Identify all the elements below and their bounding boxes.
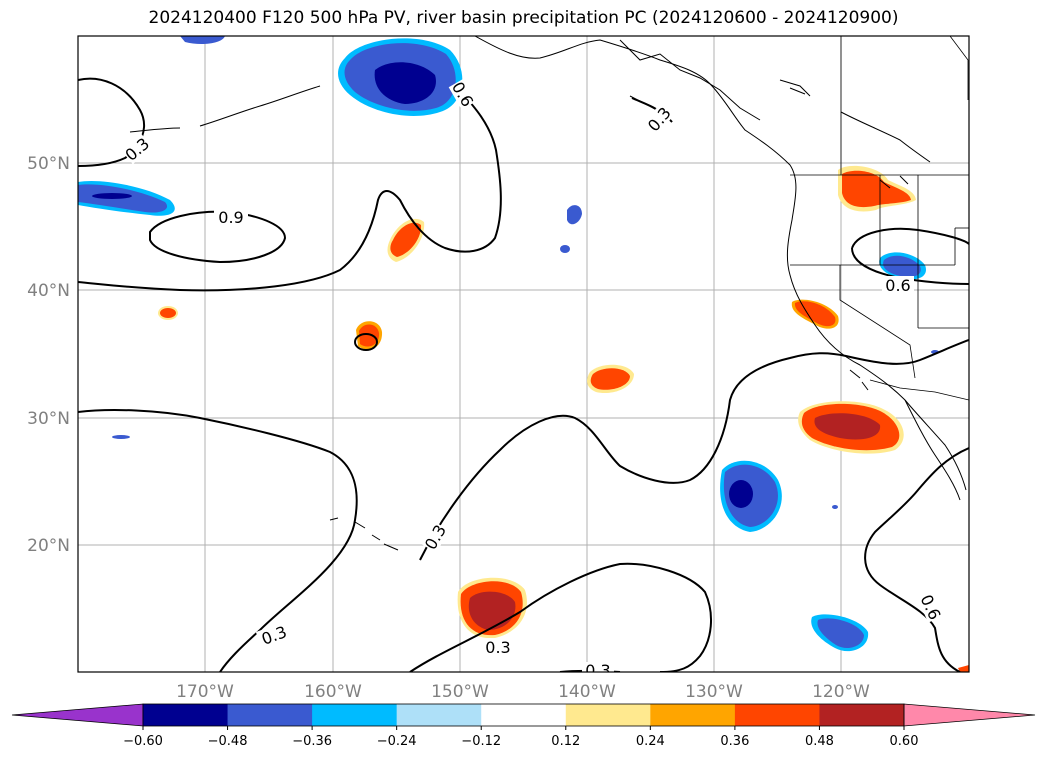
lon-label-150w: 150°W xyxy=(431,682,489,702)
colorbar-tick-label: 0.60 xyxy=(890,734,919,749)
contour-label: 0.6 xyxy=(885,276,910,295)
latitude-labels: 50°N 40°N 30°N 20°N xyxy=(27,154,70,556)
colorbar-bin xyxy=(228,704,313,726)
colorbar-bin xyxy=(566,704,651,726)
colorbar-bin xyxy=(735,704,820,726)
colorbar-bin xyxy=(397,704,482,726)
colorbar-bin xyxy=(481,704,566,726)
contour-label: 0.3 xyxy=(585,661,610,680)
colorbar-bin xyxy=(312,704,397,726)
colorbar-tick-label: −0.24 xyxy=(377,734,417,749)
lon-label-170w: 170°W xyxy=(176,682,234,702)
lon-label-130w: 130°W xyxy=(685,682,743,702)
colorbar-bin xyxy=(650,704,735,726)
colorbar-tick-label: 0.24 xyxy=(636,734,665,749)
colorbar-tick-label: −0.12 xyxy=(461,734,501,749)
colorbar-tick-label: 0.12 xyxy=(551,734,580,749)
lat-label-20n: 20°N xyxy=(27,536,70,556)
colorbar-under-arrow xyxy=(12,704,143,726)
colorbar: −0.60 −0.48 −0.36 −0.24 −0.12 0.12 0.24 0.36 0.4… xyxy=(12,704,1035,749)
lat-label-50n: 50°N xyxy=(27,154,70,174)
lon-label-140w: 140°W xyxy=(558,682,616,702)
colorbar-tick-label: −0.60 xyxy=(123,734,163,749)
colorbar-bin xyxy=(143,704,228,726)
contour-label: 0.3 xyxy=(485,638,510,657)
colorbar-tick-label: −0.48 xyxy=(208,734,248,749)
colorbar-bin xyxy=(819,704,904,726)
colorbar-tick-label: 0.36 xyxy=(720,734,749,749)
lat-label-40n: 40°N xyxy=(27,281,70,301)
lon-label-160w: 160°W xyxy=(304,682,362,702)
contour-label: 0.9 xyxy=(218,208,243,227)
longitude-labels: 170°W 160°W 150°W 140°W 130°W 120°W xyxy=(176,682,870,702)
lat-label-30n: 30°N xyxy=(27,409,70,429)
lon-label-120w: 120°W xyxy=(812,682,870,702)
colorbar-tick-label: −0.36 xyxy=(292,734,332,749)
colorbar-tick-label: 0.48 xyxy=(805,734,834,749)
colorbar-over-arrow xyxy=(904,704,1035,726)
